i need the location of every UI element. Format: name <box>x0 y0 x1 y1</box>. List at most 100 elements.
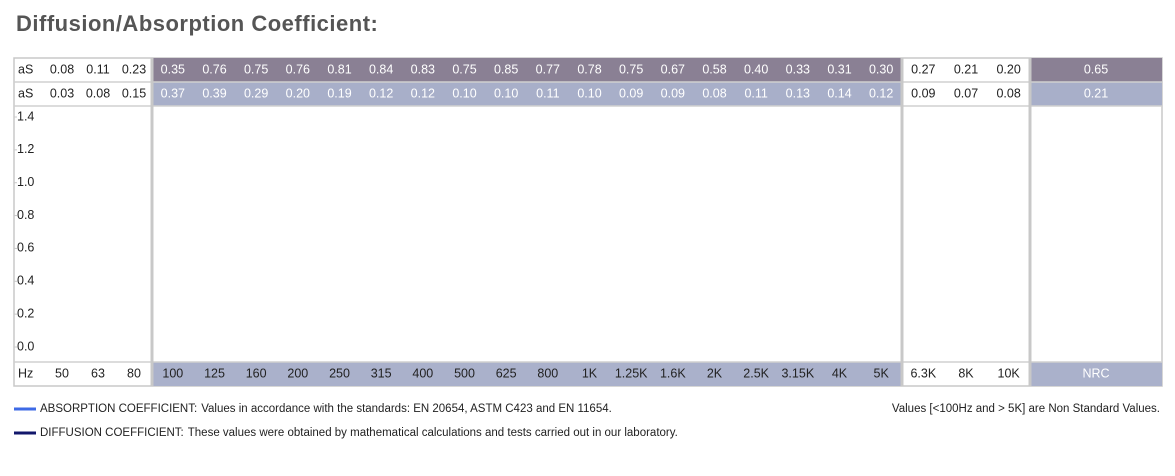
x-tick-label: 2K <box>707 366 723 380</box>
x-tick-label: 50 <box>55 366 69 380</box>
table-cell: 0.10 <box>452 86 476 100</box>
row-band <box>152 82 902 106</box>
table-cell: 0.14 <box>827 86 851 100</box>
table-cell: 0.08 <box>996 86 1020 100</box>
table-cell: 0.33 <box>786 62 810 76</box>
table-cell: 0.09 <box>911 86 935 100</box>
table-cell: 0.29 <box>244 86 268 100</box>
table-cell: 0.67 <box>661 62 685 76</box>
legend-name: DIFFUSION COEFFICIENT: <box>40 427 184 439</box>
table-cell: 0.10 <box>577 86 601 100</box>
x-tick-label: 80 <box>127 366 141 380</box>
y-tick-label: 0.6 <box>17 241 34 255</box>
y-tick-label: 0.0 <box>17 339 34 353</box>
x-tick-label: 5K <box>874 366 890 380</box>
x-tick-label: 250 <box>329 366 350 380</box>
table-cell: 0.30 <box>869 62 893 76</box>
table-cell: 0.11 <box>744 86 767 100</box>
x-tick-label: 3.15K <box>781 366 814 380</box>
table-cell: 0.13 <box>786 86 810 100</box>
row-label: aS <box>18 62 33 76</box>
x-tick-label: 10K <box>998 366 1021 380</box>
table-cell: 0.07 <box>954 86 978 100</box>
nrc-label: NRC <box>1082 366 1109 380</box>
table-cell: 0.84 <box>369 62 393 76</box>
table-cell: 0.76 <box>202 62 226 76</box>
table-cell: 0.83 <box>411 62 435 76</box>
x-tick-label: 2.5K <box>743 366 769 380</box>
table-cell: 0.85 <box>494 62 518 76</box>
legend-description: Values in accordance with the standards:… <box>201 403 612 415</box>
frame <box>13 57 1163 387</box>
table-cell: 0.10 <box>494 86 518 100</box>
table-cell: 0.19 <box>327 86 351 100</box>
note: Values [<100Hz and > 5K] are Non Standar… <box>892 403 1160 415</box>
table-cell: 0.20 <box>996 62 1020 76</box>
x-tick-label: 125 <box>204 366 225 380</box>
table-cell: 0.21 <box>954 62 978 76</box>
x-tick-label: 63 <box>91 366 105 380</box>
nrc-value: 0.21 <box>1084 86 1108 100</box>
x-tick-label: 625 <box>496 366 517 380</box>
table-cell: 0.09 <box>619 86 643 100</box>
row-label: Hz <box>18 366 33 380</box>
x-tick-label: 100 <box>162 366 183 380</box>
table-cell: 0.20 <box>286 86 310 100</box>
table-cell: 0.12 <box>869 86 893 100</box>
x-tick-label: 4K <box>832 366 848 380</box>
y-tick-label: 1.0 <box>17 175 34 189</box>
x-tick-label: 400 <box>412 366 433 380</box>
table-cell: 0.78 <box>577 62 601 76</box>
table-cell: 0.31 <box>827 62 851 76</box>
table-cell: 0.11 <box>536 86 559 100</box>
table-cell: 0.03 <box>50 86 74 100</box>
row-band <box>1030 58 1162 82</box>
table-cell: 0.81 <box>327 62 351 76</box>
table-cell: 0.27 <box>911 62 935 76</box>
legend-entry: ABSORPTION COEFFICIENT: Values in accorda… <box>40 403 612 415</box>
table-cell: 0.75 <box>619 62 643 76</box>
y-tick-label: 0.2 <box>17 306 34 320</box>
table-cell: 0.39 <box>202 86 226 100</box>
x-tick-label: 200 <box>287 366 308 380</box>
row-label: aS <box>18 86 33 100</box>
y-tick-label: 0.4 <box>17 274 34 288</box>
x-tick-label: 6.3K <box>910 366 936 380</box>
x-tick-label: 315 <box>371 366 392 380</box>
table-cell: 0.37 <box>161 86 185 100</box>
table-cell: 0.09 <box>661 86 685 100</box>
table-cell: 0.12 <box>411 86 435 100</box>
x-tick-label: 500 <box>454 366 475 380</box>
table-cell: 0.23 <box>122 62 146 76</box>
x-tick-label: 160 <box>246 366 267 380</box>
row-band <box>152 362 902 386</box>
table-cell: 0.15 <box>122 86 146 100</box>
x-tick-label: 800 <box>537 366 558 380</box>
x-tick-label: 1.6K <box>660 366 686 380</box>
table-cell: 0.12 <box>369 86 393 100</box>
nrc-value: 0.65 <box>1084 62 1108 76</box>
x-tick-label: 1.25K <box>615 366 648 380</box>
row-band <box>1030 362 1162 386</box>
table-cell: 0.08 <box>50 62 74 76</box>
row-band <box>1030 82 1162 106</box>
x-tick-label: 1K <box>582 366 598 380</box>
table-cell: 0.08 <box>702 86 726 100</box>
y-tick-label: 1.4 <box>17 109 34 123</box>
legend-name: ABSORPTION COEFFICIENT: <box>40 403 197 415</box>
table-cell: 0.76 <box>286 62 310 76</box>
legend-description: These values were obtained by mathematic… <box>188 427 678 439</box>
table-cell: 0.77 <box>536 62 560 76</box>
table-cell: 0.58 <box>702 62 726 76</box>
table-cell: 0.08 <box>86 86 110 100</box>
y-tick-label: 0.8 <box>17 208 34 222</box>
table-cell: 0.35 <box>161 62 185 76</box>
table-cell: 0.11 <box>86 62 109 76</box>
table-cell: 0.40 <box>744 62 768 76</box>
legend-entry: DIFFUSION COEFFICIENT: These values were … <box>40 427 678 439</box>
table-cell: 0.75 <box>244 62 268 76</box>
table-cell: 0.75 <box>452 62 476 76</box>
page-title: Diffusion/Absorption Coefficient: <box>16 11 378 36</box>
x-tick-label: 8K <box>958 366 974 380</box>
